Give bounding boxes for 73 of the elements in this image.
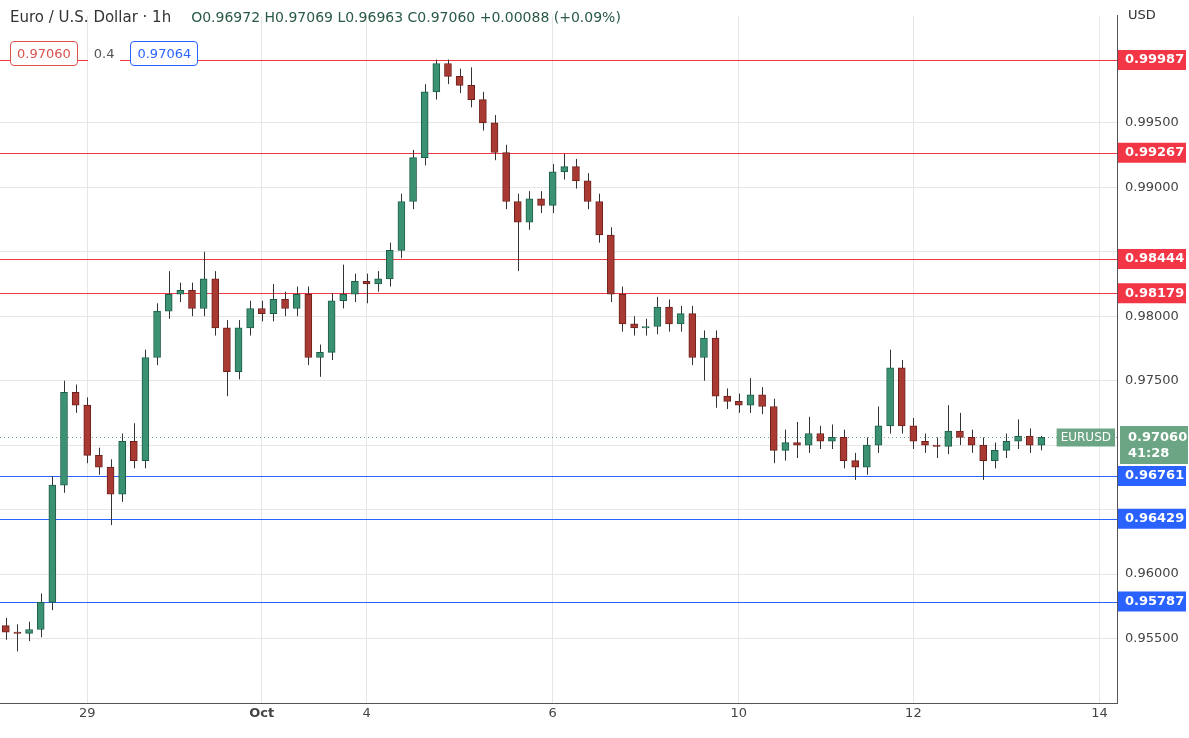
x-tick-label: Oct bbox=[249, 705, 275, 721]
ref-line-label: 0.96761 bbox=[1125, 467, 1185, 483]
y-tick-label: 0.96000 bbox=[1125, 565, 1179, 581]
x-tick-label: 12 bbox=[905, 705, 922, 721]
chart-title: Euro / U.S. Dollar · 1h bbox=[10, 8, 172, 26]
ref-line-label: 0.96429 bbox=[1125, 510, 1185, 526]
candlestick bbox=[735, 393, 743, 414]
y-tick-label: 0.99500 bbox=[1125, 114, 1179, 130]
y-tick-label: 0.99000 bbox=[1125, 178, 1179, 194]
ref-line-label: 0.98444 bbox=[1125, 250, 1185, 266]
text: 41:28 bbox=[1128, 445, 1171, 462]
x-tick-label: 29 bbox=[78, 705, 96, 721]
candlestick bbox=[257, 300, 266, 322]
candlestick bbox=[188, 282, 196, 317]
candlestick bbox=[979, 436, 988, 481]
text: 0.97060 bbox=[1128, 429, 1188, 446]
candlestick bbox=[676, 305, 685, 333]
y-tick-label: 0.98000 bbox=[1125, 307, 1179, 323]
candlestick bbox=[781, 429, 790, 462]
candlestick bbox=[1, 617, 10, 641]
x-tick-label: 10 bbox=[730, 705, 748, 721]
candlestick bbox=[816, 425, 825, 450]
candlestick bbox=[909, 417, 918, 450]
candlestick bbox=[176, 282, 185, 303]
candlestick bbox=[164, 270, 173, 320]
candlestick bbox=[292, 286, 301, 317]
candlestick bbox=[665, 298, 673, 333]
candlestick bbox=[1002, 433, 1011, 459]
candlestick bbox=[281, 291, 289, 317]
candlestick bbox=[25, 621, 33, 642]
candlestick bbox=[374, 270, 382, 293]
candlestick bbox=[560, 153, 569, 181]
candlestick bbox=[991, 442, 999, 469]
candlestick bbox=[455, 68, 464, 94]
candlestick bbox=[95, 447, 103, 476]
candlestick bbox=[851, 452, 860, 481]
candlestick bbox=[71, 384, 80, 414]
ref-line-label: 0.99267 bbox=[1125, 144, 1185, 160]
ref-line-label: 0.98179 bbox=[1125, 284, 1185, 300]
candlestick bbox=[956, 412, 964, 446]
candlestick bbox=[479, 91, 487, 132]
candlestick bbox=[13, 623, 22, 652]
candlestick bbox=[1025, 427, 1034, 454]
candlestick bbox=[723, 387, 732, 410]
candlestick bbox=[129, 422, 138, 469]
x-tick-label: 4 bbox=[362, 705, 371, 721]
annotation: 0.97060 bbox=[10, 41, 78, 66]
chart-subtitle: O0.96972 H0.97069 L0.96963 C0.97060 +0.00088 (+0.09%) bbox=[191, 9, 621, 25]
candlestick bbox=[316, 344, 324, 378]
candlestick bbox=[246, 300, 254, 337]
candlestick bbox=[828, 424, 836, 450]
x-tick-label: 6 bbox=[548, 705, 557, 721]
candlestick bbox=[863, 436, 871, 476]
candlestick bbox=[513, 193, 522, 272]
candlestick bbox=[1014, 418, 1022, 450]
y-tick-label: 0.97500 bbox=[1125, 372, 1179, 388]
ref-line-label: EURUSD bbox=[1060, 429, 1111, 444]
candlestick bbox=[537, 190, 545, 214]
candlestick bbox=[467, 66, 476, 108]
ref-line-label: 0.95787 bbox=[1125, 592, 1185, 608]
candlestick bbox=[351, 273, 359, 303]
candlestick bbox=[700, 329, 708, 382]
ref-line-label: 0.99987 bbox=[1125, 51, 1185, 67]
x-tick-label: 14 bbox=[1091, 705, 1108, 721]
candlestick bbox=[339, 264, 348, 309]
candlestick bbox=[758, 386, 766, 415]
candlestick bbox=[944, 404, 953, 455]
candlestick bbox=[932, 436, 941, 459]
y-tick-label: 0.95500 bbox=[1125, 629, 1179, 645]
annotation: 0.97064 bbox=[130, 41, 199, 66]
annotation: 0.4 bbox=[87, 42, 121, 65]
text: USD bbox=[1128, 7, 1156, 22]
candlestick bbox=[572, 158, 580, 190]
